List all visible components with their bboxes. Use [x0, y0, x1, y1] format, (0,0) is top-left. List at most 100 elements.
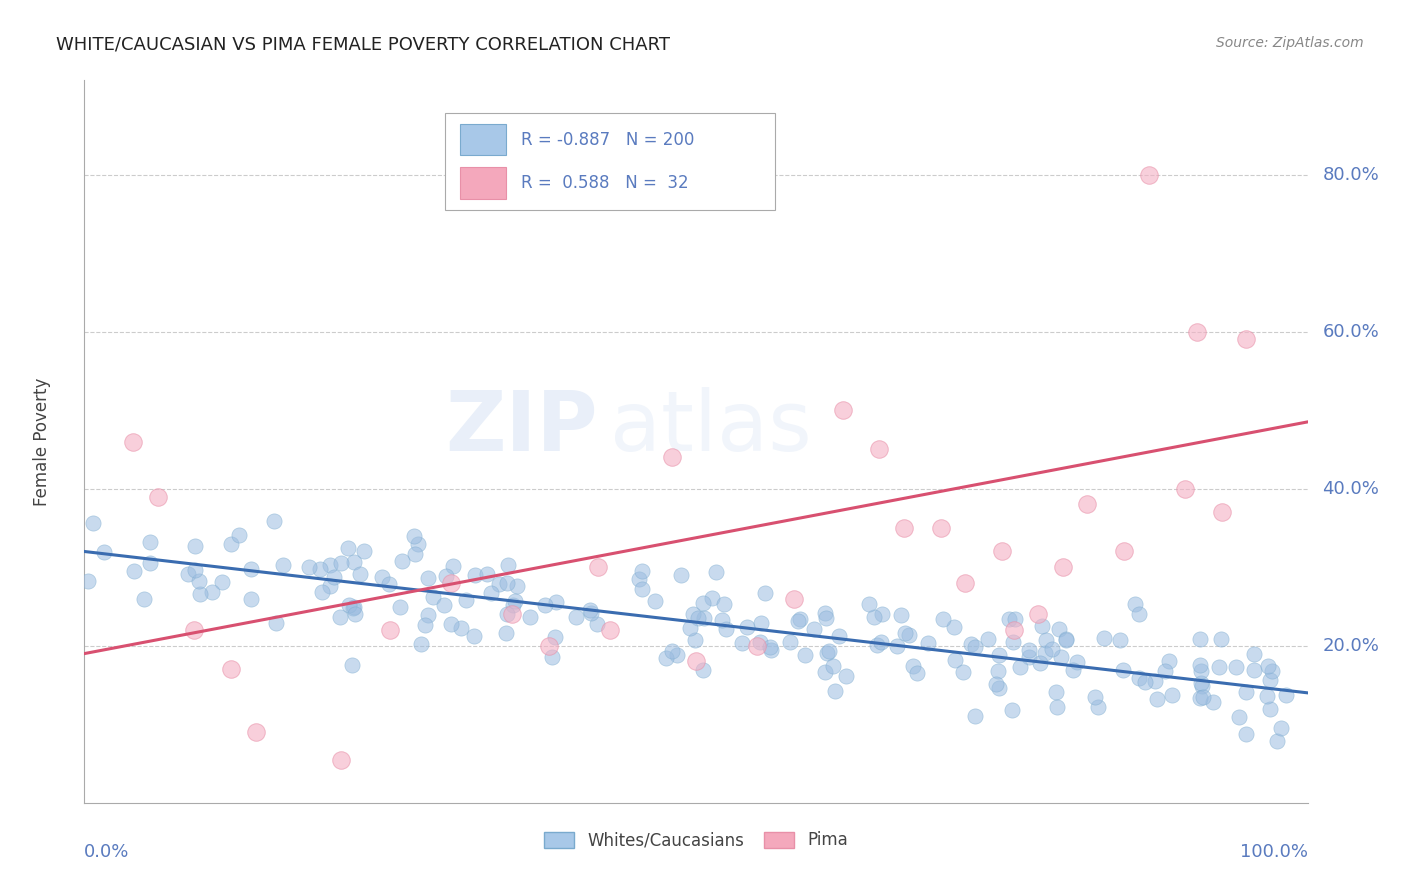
Point: [228, 527, 250, 541]
Point: [686, 610, 709, 624]
Point: [824, 683, 846, 698]
Point: [1187, 325, 1209, 339]
Point: [245, 725, 267, 739]
Point: [1258, 673, 1281, 688]
Point: [187, 574, 209, 588]
Point: [731, 636, 754, 650]
Point: [1202, 694, 1225, 708]
Point: [655, 650, 678, 665]
Point: [714, 622, 737, 636]
Point: [1046, 699, 1069, 714]
Point: [546, 595, 568, 609]
Point: [631, 582, 654, 596]
Point: [1234, 685, 1257, 699]
Text: atlas: atlas: [610, 386, 813, 467]
Point: [814, 665, 837, 680]
Point: [93, 545, 115, 559]
Point: [1114, 544, 1136, 558]
Point: [1270, 721, 1292, 735]
Point: [793, 648, 815, 663]
Point: [890, 607, 912, 622]
Point: [422, 590, 444, 604]
Point: [1054, 632, 1077, 646]
Point: [1189, 664, 1212, 678]
Point: [693, 611, 716, 625]
Point: [344, 607, 367, 622]
Point: [644, 594, 666, 608]
Point: [942, 620, 965, 634]
Point: [77, 574, 100, 588]
Text: 0.0%: 0.0%: [84, 843, 129, 861]
Point: [495, 607, 517, 621]
Point: [893, 626, 915, 640]
Point: [692, 596, 714, 610]
Point: [1189, 632, 1212, 647]
Point: [1004, 612, 1026, 626]
Point: [416, 608, 439, 623]
Text: Female Poverty: Female Poverty: [32, 377, 51, 506]
Point: [1029, 657, 1052, 671]
Point: [748, 635, 770, 649]
Point: [702, 591, 724, 605]
Point: [271, 558, 294, 573]
Point: [498, 558, 520, 572]
Point: [404, 547, 426, 561]
Point: [1052, 560, 1074, 574]
Point: [711, 613, 734, 627]
Point: [239, 561, 262, 575]
Point: [1062, 663, 1084, 677]
Point: [943, 653, 966, 667]
Point: [378, 576, 401, 591]
Point: [1265, 733, 1288, 747]
Point: [870, 634, 893, 648]
Text: ZIP: ZIP: [446, 386, 598, 467]
Point: [413, 618, 436, 632]
Point: [997, 612, 1019, 626]
Point: [184, 539, 207, 553]
FancyBboxPatch shape: [460, 167, 506, 199]
FancyBboxPatch shape: [446, 112, 776, 211]
Point: [343, 600, 366, 615]
Point: [311, 584, 333, 599]
Point: [821, 659, 844, 673]
Point: [987, 681, 1010, 695]
Point: [1174, 482, 1197, 496]
Point: [1002, 623, 1025, 637]
Point: [581, 607, 603, 621]
Point: [1045, 685, 1067, 699]
Point: [380, 623, 402, 637]
Point: [336, 541, 359, 556]
Text: R = -0.887   N = 200: R = -0.887 N = 200: [522, 130, 695, 149]
Point: [318, 579, 340, 593]
Point: [146, 490, 169, 504]
Point: [440, 617, 463, 632]
FancyBboxPatch shape: [460, 124, 506, 155]
Point: [599, 623, 621, 637]
Point: [1256, 689, 1278, 703]
Point: [544, 630, 567, 644]
Point: [1084, 690, 1107, 704]
Point: [183, 623, 205, 637]
Point: [506, 579, 529, 593]
Point: [789, 611, 811, 625]
Point: [432, 598, 454, 612]
Point: [692, 663, 714, 677]
Point: [1028, 607, 1050, 622]
Point: [353, 544, 375, 558]
Point: [201, 585, 224, 599]
Point: [343, 555, 366, 569]
Point: [479, 586, 502, 600]
Point: [1234, 727, 1257, 741]
Point: [464, 567, 486, 582]
Point: [1157, 654, 1180, 668]
Point: [503, 593, 526, 607]
Point: [1188, 658, 1211, 673]
Point: [463, 629, 485, 643]
Point: [337, 598, 360, 612]
Point: [977, 632, 1000, 646]
Point: [1128, 607, 1150, 621]
Point: [1054, 633, 1077, 648]
Point: [564, 610, 586, 624]
Text: 60.0%: 60.0%: [1322, 323, 1379, 341]
Text: Source: ZipAtlas.com: Source: ZipAtlas.com: [1216, 36, 1364, 50]
